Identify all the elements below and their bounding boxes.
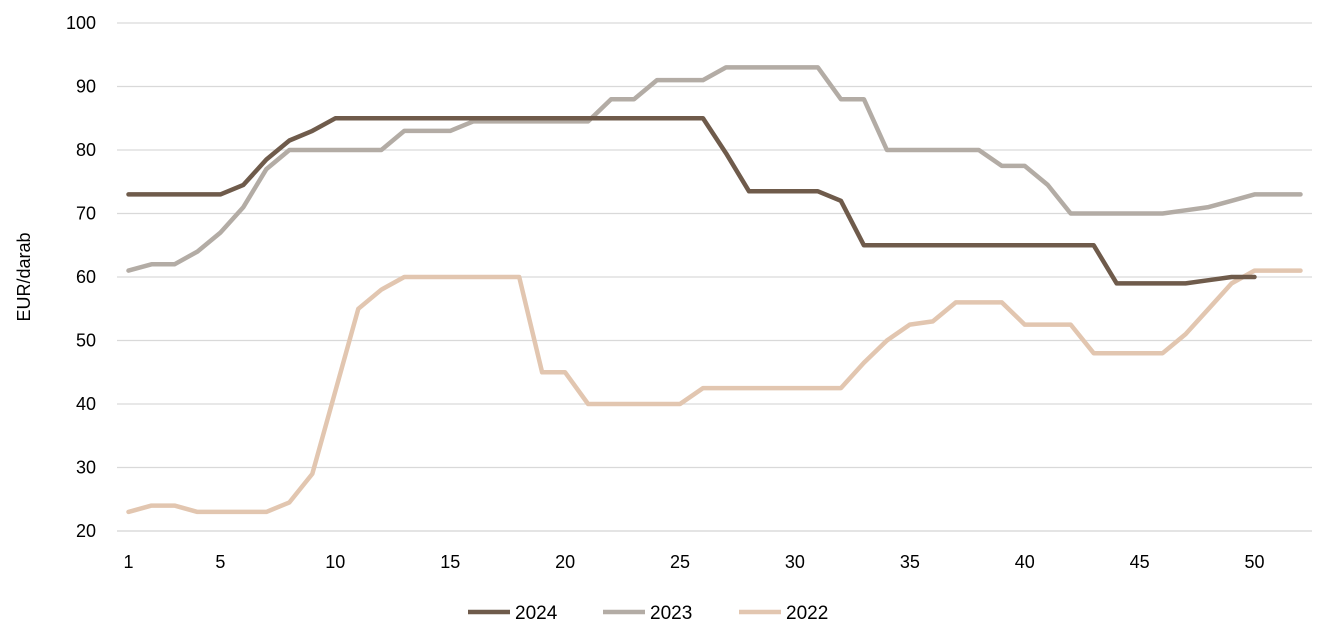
series-line-2023 — [126, 65, 1303, 273]
y-tick-label: 20 — [76, 521, 96, 541]
x-tick-label: 15 — [440, 552, 460, 572]
x-tick-label: 50 — [1245, 552, 1265, 572]
y-tick-label: 70 — [76, 204, 96, 224]
x-tick-label: 20 — [555, 552, 575, 572]
y-tick-label: 30 — [76, 458, 96, 478]
y-tick-labels: 20 30 40 50 60 70 80 90 100 — [66, 13, 96, 541]
legend-label-2024: 2024 — [515, 603, 558, 624]
gridlines — [117, 22, 1312, 532]
y-tick-label: 40 — [76, 394, 96, 414]
y-tick-label: 80 — [76, 140, 96, 160]
x-tick-label: 5 — [215, 552, 225, 572]
y-tick-label: 100 — [66, 13, 96, 33]
series-line-2024 — [126, 116, 1257, 286]
series-line-2022 — [126, 268, 1303, 515]
x-tick-label: 40 — [1015, 552, 1035, 572]
x-tick-label: 45 — [1130, 552, 1150, 572]
y-axis-label: EUR/darab — [14, 232, 34, 321]
y-tick-label: 90 — [76, 77, 96, 97]
y-tick-label: 50 — [76, 331, 96, 351]
y-tick-label: 60 — [76, 267, 96, 287]
x-tick-label: 1 — [123, 552, 133, 572]
x-tick-label: 30 — [785, 552, 805, 572]
legend: 2024 2023 2022 — [468, 603, 828, 624]
legend-label-2022: 2022 — [786, 603, 828, 624]
series-lines — [126, 65, 1303, 515]
legend-label-2023: 2023 — [650, 603, 692, 624]
x-tick-label: 35 — [900, 552, 920, 572]
x-tick-label: 10 — [325, 552, 345, 572]
x-tick-labels: 1 5 10 15 20 25 30 35 40 45 50 — [123, 552, 1264, 572]
x-tick-label: 25 — [670, 552, 690, 572]
